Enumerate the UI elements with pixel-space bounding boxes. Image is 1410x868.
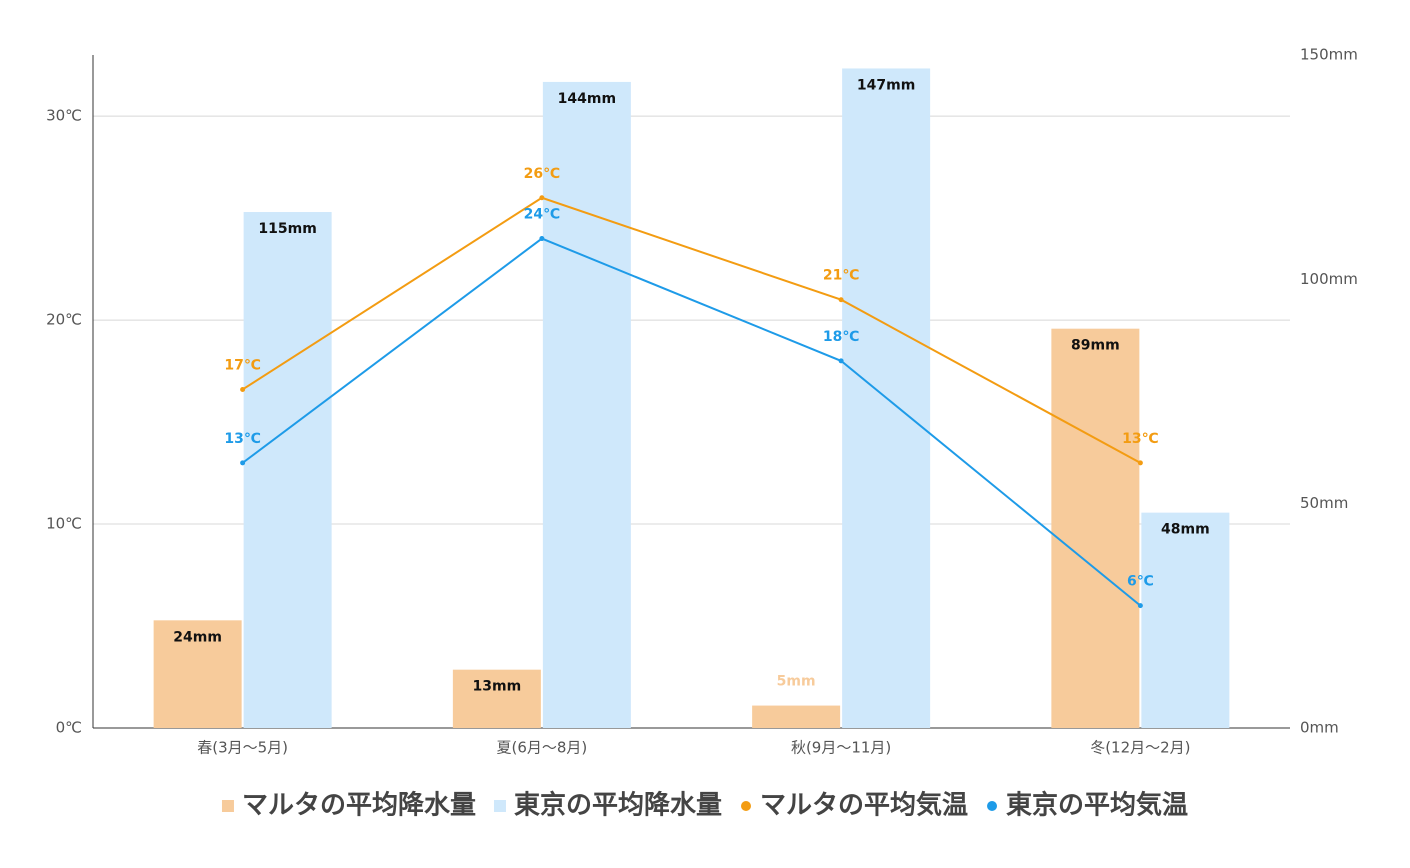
y-tick-label: 30℃ (46, 107, 82, 125)
y2-tick-label: 100mm (1300, 270, 1358, 288)
legend-label: 東京の平均気温 (1006, 790, 1188, 821)
line-point (539, 195, 545, 201)
bar (452, 669, 541, 728)
line-value-label: 24℃ (524, 207, 560, 223)
bar-value-label: 24mm (173, 629, 222, 645)
line-point (838, 358, 844, 364)
legend-swatch (221, 800, 234, 812)
legend-label: マルタの平均降水量 (242, 791, 476, 821)
line-value-label: 6℃ (1127, 574, 1154, 590)
y-tick-label: 10℃ (46, 515, 82, 533)
line-point (1137, 603, 1143, 609)
line-point (1137, 460, 1143, 466)
x-tick-label: 夏(6月～8月) (496, 739, 587, 757)
bar (1141, 512, 1230, 728)
line-value-label: 17℃ (224, 357, 260, 373)
y2-tick-label: 50mm (1300, 494, 1348, 512)
bar-value-label: 5mm (777, 674, 816, 690)
x-tick-label: 春(3月～5月) (197, 739, 288, 757)
line-point (240, 386, 246, 392)
line-point (838, 297, 844, 303)
bar (153, 620, 242, 728)
line-value-label: 21℃ (823, 268, 859, 284)
y-tick-label: 20℃ (46, 311, 82, 329)
line-value-label: 13℃ (1122, 431, 1158, 447)
line-value-label: 26℃ (524, 166, 560, 182)
bar (1051, 328, 1140, 728)
line-value-label: 13℃ (224, 431, 260, 447)
bar (752, 705, 841, 728)
bar-value-label: 89mm (1071, 338, 1120, 354)
bar-value-label: 13mm (473, 679, 522, 695)
y2-tick-label: 150mm (1300, 46, 1358, 64)
x-tick-label: 秋(9月～11月) (791, 739, 891, 757)
line-point (240, 460, 246, 466)
line-value-label: 18℃ (823, 329, 859, 345)
legend-label: 東京の平均降水量 (514, 790, 722, 821)
x-tick-label: 冬(12月～2月) (1090, 739, 1190, 757)
bar-value-label: 147mm (857, 77, 915, 93)
line-point (539, 236, 545, 242)
bar-value-label: 115mm (258, 221, 316, 237)
y2-tick-label: 0mm (1300, 719, 1339, 737)
legend-swatch (493, 800, 506, 812)
line (242, 196, 1141, 464)
line (242, 237, 1142, 607)
legend-swatch (741, 801, 751, 811)
bar-value-label: 144mm (558, 91, 616, 107)
bar (243, 212, 332, 729)
bar (542, 81, 631, 729)
legend-swatch (987, 801, 998, 811)
bar-value-label: 48mm (1161, 522, 1210, 538)
y-tick-label: 0℃ (56, 719, 82, 737)
legend-label: マルタの平均気温 (760, 790, 968, 821)
